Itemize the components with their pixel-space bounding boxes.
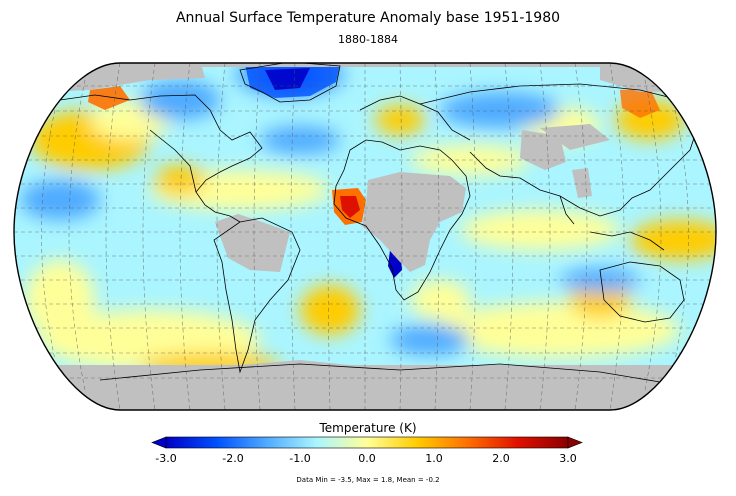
colorbar-tick: 3.0	[559, 452, 577, 465]
colorbar-tick: -1.0	[289, 452, 311, 465]
map-boundary	[13, 62, 717, 411]
colorbar-gradient	[165, 436, 569, 449]
colorbar-label: Temperature (K)	[319, 421, 417, 435]
map-title: Annual Surface Temperature Anomaly base …	[175, 10, 561, 26]
colorbar-min-arrow	[151, 436, 167, 449]
colorbar-max-arrow	[567, 436, 583, 449]
colorbar-tick: -2.0	[222, 452, 244, 465]
colorbar-tick: -3.0	[155, 452, 177, 465]
data-stats: Data Min = -3.5, Max = 1.8, Mean = -0.2	[296, 476, 440, 484]
coastlines	[59, 63, 701, 383]
map-subtitle: 1880-1884	[338, 33, 398, 46]
colorbar-tick: 0.0	[358, 452, 376, 465]
colorbar-tick: 2.0	[492, 452, 510, 465]
colorbar-tick: 1.0	[425, 452, 443, 465]
graticule	[14, 63, 716, 410]
temperature-anomaly-map	[13, 62, 717, 411]
